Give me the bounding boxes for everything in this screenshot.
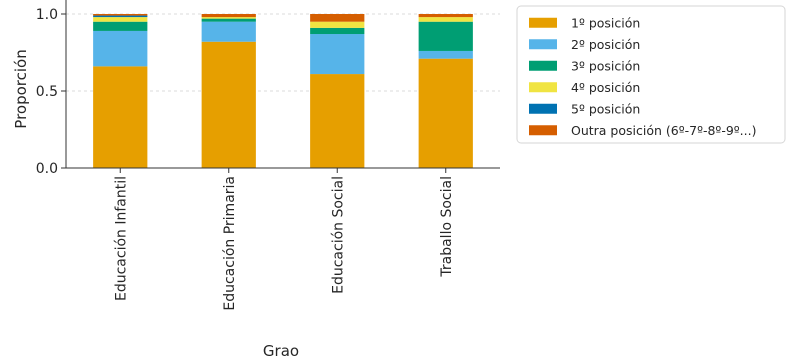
bar-segment [201,41,256,168]
legend-frame [516,5,786,144]
bar-segment [418,21,473,51]
bars-layer [93,14,473,168]
y-tick-label: 1.0 [36,7,58,23]
bar-segment [201,18,256,22]
legend-label: 4º posición [571,80,640,95]
bar-segment [310,34,365,75]
legend-swatch [529,60,557,71]
legend-swatch [529,82,557,93]
bar-segment [201,17,256,19]
legend-label: Outra posición (6º-7º-8º-9º...) [571,123,756,138]
legend: 1º posición 2º posición 3º posición 4º posi… [516,5,786,144]
legend-swatch [529,17,557,28]
bar-segment [93,15,148,18]
x-tick-label: Traballo Social [439,176,455,278]
y-tick-label: 0.5 [36,84,58,100]
x-tick-label: Educación Social [330,176,346,294]
bar-segment [93,17,148,22]
bar-segment [310,74,365,168]
bar-segment [418,14,473,18]
legend-swatch [529,39,557,50]
bar-segment [93,30,148,67]
x-axis-title: Grao [263,342,299,360]
legend-label: 3º posición [571,58,640,73]
x-tick-label: Educación Primaria [222,176,238,311]
bar-segment [310,27,365,35]
bar-segment [93,14,148,16]
bar-segment [93,21,148,31]
legend-swatch [529,125,557,136]
bar-segment [93,66,148,168]
bar-segment [418,58,473,168]
legend-label: 5º posición [571,101,640,116]
bar-segment [310,21,365,28]
bar-segment [201,21,256,42]
bar-segment [310,14,365,22]
y-axis-title: Proporción [12,49,30,128]
legend-swatch [529,103,557,114]
x-tick-label: Educación Infantil [113,176,129,301]
y-tick-label: 0.0 [36,161,58,177]
axes-layer: 0.0 0.5 1.0 Educación Infantil Educación Pri… [36,0,500,311]
legend-label: 1º posición [571,15,640,30]
bar-segment [418,50,473,59]
bar-segment [201,14,256,18]
bar-segment [418,17,473,22]
legend-label: 2º posición [571,37,640,52]
